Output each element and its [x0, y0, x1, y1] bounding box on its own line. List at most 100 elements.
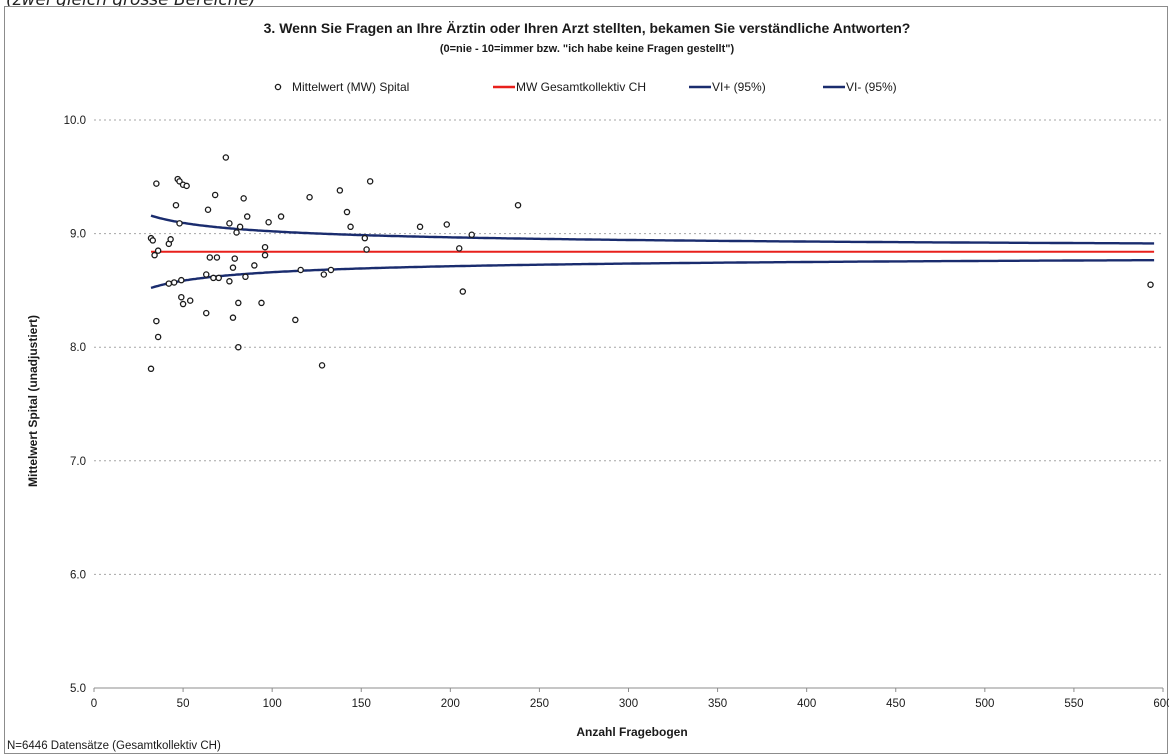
- data-point: [1147, 281, 1154, 288]
- data-point: [514, 201, 522, 209]
- data-point: [443, 221, 451, 228]
- data-point: [202, 309, 210, 317]
- data-point: [366, 178, 374, 185]
- legend: Mittelwert (MW) Spital MW Gesamtkollektiv…: [274, 80, 897, 94]
- x-tick-label: 600: [1153, 698, 1169, 710]
- data-point: [215, 274, 222, 282]
- data-point: [151, 251, 158, 259]
- data-point: [231, 255, 239, 262]
- footnote: N=6446 Datensätze (Gesamtkollektiv CH): [7, 740, 221, 752]
- y-axis-title: Mittelwert Spital (unadjustiert): [26, 315, 40, 487]
- x-tick-label: 400: [797, 698, 816, 710]
- y-tick-label: 9.0: [70, 229, 86, 241]
- data-point: [261, 251, 269, 259]
- data-point: [153, 180, 160, 187]
- x-tick-label: 50: [177, 698, 190, 710]
- data-point: [243, 213, 251, 220]
- data-point: [165, 280, 173, 287]
- x-tick-label: 150: [352, 698, 371, 710]
- data-point: [306, 193, 313, 201]
- legend-label: VI+ (95%): [712, 80, 766, 94]
- data-point: [363, 246, 370, 253]
- data-point: [277, 213, 285, 220]
- series-points: [147, 154, 1154, 373]
- data-point: [226, 220, 233, 227]
- data-point: [172, 201, 180, 209]
- chart-subtitle: (0=nie - 10=immer bzw. "ich habe keine F…: [440, 43, 735, 55]
- data-point: [154, 333, 162, 341]
- clipped-caption: (zwei gleich grosse Bereiche): [6, 0, 256, 10]
- data-point: [178, 293, 185, 301]
- data-point: [240, 195, 247, 202]
- scatter-chart: 3. Wenn Sie Fragen an Ihre Ärztin oder I…: [7, 20, 1169, 752]
- data-point: [258, 299, 265, 307]
- data-point: [229, 264, 237, 271]
- data-point: [206, 254, 214, 261]
- x-tick-label: 350: [708, 698, 727, 710]
- data-point: [204, 206, 212, 213]
- data-point: [261, 243, 269, 251]
- x-axis-ticks: 0 50 100 150 200 250 300 350 400 450 500 550 600: [91, 688, 1169, 710]
- x-tick-label: 0: [91, 698, 97, 710]
- x-tick-label: 500: [975, 698, 994, 710]
- legend-label: MW Gesamtkollektiv CH: [516, 80, 646, 94]
- x-tick-label: 450: [886, 698, 905, 710]
- data-point: [361, 234, 369, 242]
- data-point: [154, 247, 162, 254]
- data-point: [292, 316, 299, 324]
- data-point: [176, 220, 183, 227]
- data-point: [455, 245, 463, 252]
- chart-frame: 3. Wenn Sie Fragen an Ihre Ärztin oder I…: [4, 6, 1169, 754]
- y-tick-label: 6.0: [70, 569, 86, 581]
- legend-marker: [274, 83, 282, 91]
- data-point: [226, 278, 233, 285]
- data-point: [186, 297, 194, 304]
- data-point: [202, 271, 210, 278]
- data-point: [251, 262, 258, 269]
- data-point: [235, 343, 242, 351]
- data-point: [336, 187, 344, 194]
- data-point: [213, 254, 221, 261]
- data-point: [459, 288, 467, 295]
- ci-upper-curve: [150, 214, 1155, 245]
- y-tick-label: 8.0: [70, 342, 86, 354]
- data-point: [343, 208, 351, 216]
- x-tick-label: 200: [441, 698, 460, 710]
- data-point: [320, 271, 328, 278]
- x-axis-title: Anzahl Fragebogen: [576, 725, 687, 739]
- data-point: [153, 317, 160, 325]
- ci-lower-curve: [150, 259, 1155, 290]
- data-point: [211, 191, 219, 199]
- data-point: [183, 182, 190, 190]
- y-tick-label: 10.0: [64, 115, 86, 127]
- x-tick-label: 100: [263, 698, 282, 710]
- data-point: [242, 273, 249, 281]
- y-tick-label: 7.0: [70, 456, 86, 468]
- data-point: [170, 279, 178, 286]
- data-point: [167, 236, 174, 243]
- chart-title: 3. Wenn Sie Fragen an Ihre Ärztin oder I…: [264, 20, 911, 36]
- data-point: [235, 299, 242, 307]
- legend-label: VI- (95%): [846, 80, 897, 94]
- data-point: [347, 223, 354, 231]
- data-point: [297, 266, 304, 274]
- data-point: [149, 237, 157, 244]
- data-point: [210, 274, 217, 282]
- series-lines: [150, 214, 1155, 290]
- y-tick-label: 5.0: [70, 683, 86, 695]
- data-point: [229, 314, 237, 321]
- y-axis-ticks: 5.0 6.0 7.0 8.0 9.0 10.0: [64, 115, 86, 695]
- data-point: [233, 229, 240, 236]
- data-point: [318, 362, 326, 369]
- legend-label: Mittelwert (MW) Spital: [292, 80, 409, 94]
- data-point: [236, 223, 244, 231]
- gridlines: [94, 119, 1163, 689]
- x-tick-label: 300: [619, 698, 638, 710]
- data-point: [327, 266, 335, 274]
- data-point: [222, 154, 230, 161]
- x-tick-label: 550: [1064, 698, 1083, 710]
- data-point: [179, 300, 187, 308]
- data-point: [265, 218, 272, 226]
- data-point: [468, 231, 475, 238]
- x-tick-label: 250: [530, 698, 549, 710]
